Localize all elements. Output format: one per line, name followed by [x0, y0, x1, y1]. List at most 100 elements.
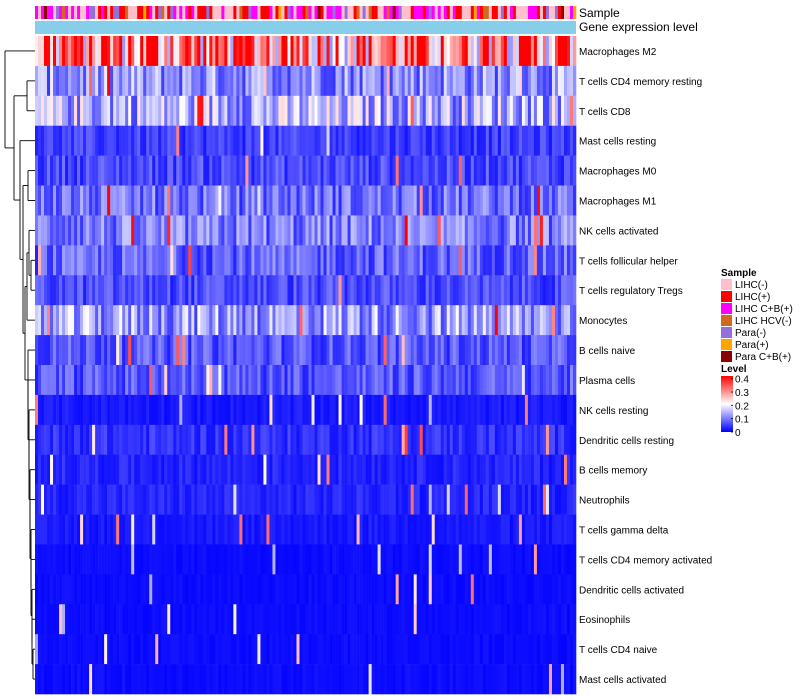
heatmap-cell — [395, 394, 399, 426]
heatmap-cell — [95, 125, 99, 156]
heatmap-cell — [275, 484, 279, 515]
heatmap-cell — [497, 634, 502, 665]
heatmap-cell — [302, 245, 306, 276]
heatmap-cell — [185, 394, 189, 426]
heatmap-cell — [425, 65, 430, 97]
heatmap-cell — [335, 424, 339, 456]
heatmap-cell — [167, 275, 171, 306]
heatmap-cell — [377, 95, 381, 127]
heatmap-cell — [50, 155, 54, 186]
heatmap-cell — [260, 125, 264, 156]
heatmap-cell — [41, 365, 45, 396]
heatmap-cell — [95, 215, 99, 246]
heatmap-cell — [128, 424, 132, 456]
heatmap-cell — [566, 245, 571, 276]
heatmap-cell — [419, 394, 424, 426]
heatmap-cell — [260, 664, 264, 695]
heatmap-cell — [197, 604, 201, 635]
heatmap-cell — [77, 95, 81, 127]
sample-cell — [221, 6, 225, 19]
heatmap-cell — [404, 36, 408, 67]
heatmap-cell — [293, 634, 297, 665]
heatmap-cell — [551, 664, 556, 695]
heatmap-cell — [278, 185, 282, 216]
heatmap-cell — [263, 394, 267, 426]
heatmap-cell — [119, 305, 123, 336]
heatmap-cell — [254, 514, 258, 545]
heatmap-cell — [239, 394, 243, 426]
heatmap-cell — [473, 544, 478, 575]
heatmap-cell — [161, 604, 165, 635]
heatmap-cell — [392, 185, 396, 216]
heatmap-cell — [497, 36, 502, 67]
heatmap-cell — [362, 634, 366, 665]
heatmap-cell — [134, 454, 138, 485]
heatmap-cell — [392, 514, 396, 545]
heatmap-cell — [413, 36, 418, 67]
heatmap-cell — [509, 574, 514, 605]
heatmap-cell — [170, 65, 174, 97]
heatmap-cell — [83, 634, 87, 665]
heatmap-cell — [452, 215, 457, 246]
heatmap-cell — [395, 484, 399, 515]
sample-cell — [491, 6, 496, 19]
heatmap-cell — [302, 155, 306, 186]
heatmap-cell — [308, 305, 312, 336]
heatmap-cell — [281, 484, 285, 515]
heatmap-cell — [224, 574, 228, 605]
heatmap-cell — [545, 574, 550, 605]
heatmap-cell — [149, 275, 153, 306]
heatmap-cell — [356, 514, 360, 545]
heatmap-cell — [239, 604, 243, 635]
heatmap-cell — [572, 36, 577, 67]
sample-cell — [437, 6, 442, 19]
heatmap-cell — [305, 125, 309, 156]
heatmap-cell — [428, 125, 433, 156]
heatmap-cell — [275, 65, 279, 97]
sample-cell — [350, 6, 354, 19]
heatmap-cell — [59, 305, 63, 336]
heatmap-cell — [50, 185, 54, 216]
heatmap-cell — [143, 36, 147, 67]
sample-cell — [524, 6, 529, 19]
heatmap-cell — [251, 574, 255, 605]
heatmap-cell — [254, 275, 258, 306]
heatmap-cell — [377, 634, 381, 665]
heatmap-cell — [41, 155, 45, 186]
heatmap-cell — [236, 335, 240, 366]
heatmap-cell — [443, 125, 448, 156]
heatmap-cell — [497, 365, 502, 396]
heatmap-cell — [176, 36, 180, 67]
heatmap-cell — [155, 65, 159, 97]
heatmap-cell — [512, 604, 517, 635]
heatmap-cell — [143, 484, 147, 515]
heatmap-cell — [83, 484, 87, 515]
legend-swatch — [721, 303, 732, 314]
sample-cell — [302, 6, 306, 19]
heatmap-cell — [182, 454, 186, 485]
heatmap-cell — [518, 305, 523, 336]
heatmap-cell — [137, 604, 141, 635]
heatmap-cell — [389, 544, 393, 575]
heatmap-cell — [77, 514, 81, 545]
heatmap-cell — [50, 454, 54, 485]
heatmap-cell — [80, 634, 84, 665]
heatmap-cell — [56, 245, 60, 276]
heatmap-cell — [242, 335, 246, 366]
heatmap-cell — [269, 185, 273, 216]
heatmap-cell — [386, 544, 390, 575]
heatmap-cell — [110, 634, 114, 665]
heatmap-cell — [119, 544, 123, 575]
heatmap-cell — [470, 275, 475, 306]
heatmap-cell — [422, 484, 427, 515]
heatmap-cell — [104, 95, 108, 127]
heatmap-cell — [257, 335, 261, 366]
heatmap-cell — [524, 155, 529, 186]
row-label: NK cells resting — [579, 406, 648, 417]
heatmap-cell — [566, 185, 571, 216]
heatmap-cell — [416, 394, 421, 426]
heatmap-cell — [344, 275, 348, 306]
heatmap-cell — [137, 454, 141, 485]
heatmap-cell — [437, 125, 442, 156]
heatmap-cell — [341, 125, 345, 156]
